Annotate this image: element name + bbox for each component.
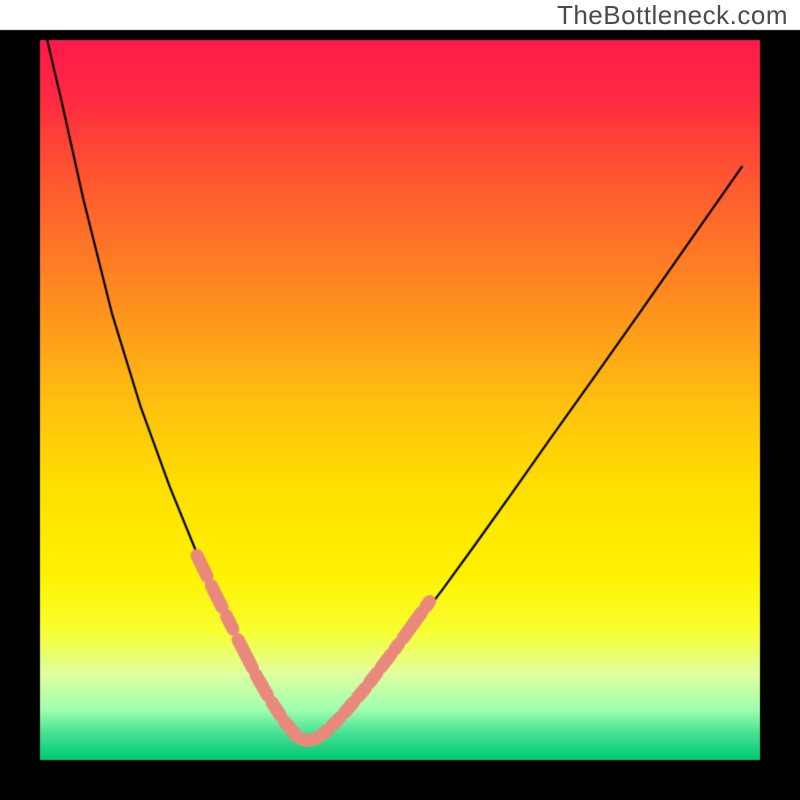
bottleneck-curve-chart [0,0,800,800]
chart-frame: { "canvas": { "width": 800, "height": 80… [0,0,800,800]
watermark-text: TheBottleneck.com [557,0,788,31]
